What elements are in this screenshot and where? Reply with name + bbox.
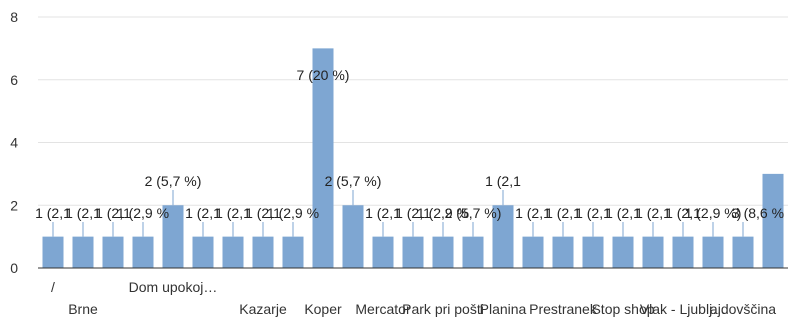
bar [402,236,424,268]
x-tick-label: Mercator [355,301,411,317]
data-label: 2 (5,7 %) [325,173,382,189]
bar [372,236,394,268]
data-label: 1 (2,1 [545,205,581,221]
bar [282,236,304,268]
x-tick-label: Vlak - Ljublj… [640,301,726,317]
y-tick-label: 8 [10,9,18,25]
data-label: 3 (8,6 % [732,205,784,221]
data-label: 1 (2,1 [515,205,551,221]
bar [522,236,544,268]
x-tick-label: / [51,279,55,295]
bar [582,236,604,268]
x-tick-label: Park pri pošti [402,301,484,317]
bar [672,236,694,268]
bar [312,48,334,268]
bar [42,236,64,268]
data-label: 1 (2,1 [65,205,101,221]
data-label: 1 (2,1 [215,205,251,221]
axis-layer: 0 2 4 6 8 / Brne Dom upokoj… Kazarje Koper Mercato… [10,9,788,317]
data-label: 2 (5,7 %) [145,173,202,189]
data-label: 1 (2,9 % [417,205,469,221]
bar [762,173,784,268]
data-label: 1 (2,9 % [117,205,169,221]
bar [732,236,754,268]
bar [612,236,634,268]
data-label: 2 (5,7 %) [445,205,502,221]
x-tick-label: ajdovščina [710,301,776,317]
x-tick-label: Planina [480,301,527,317]
data-label: 1 (2,9 %) [685,205,742,221]
bar [132,236,154,268]
bar [432,236,454,268]
x-tick-label: Dom upokoj… [129,279,218,295]
bar [252,236,274,268]
data-label: 1 (2,1 [665,205,701,221]
x-tick-label: Kazarje [239,301,287,317]
bar [462,236,484,268]
data-label: 1 (2,1 [635,205,671,221]
x-tick-label: Prestranek [529,301,598,317]
data-label: 1 (2,1 [95,205,131,221]
data-label: 1 (2,1 [395,205,431,221]
bar [192,236,214,268]
bar [552,236,574,268]
data-label: 1 (2,1 [245,205,281,221]
data-label: 1 (2,1 [35,205,71,221]
bar [492,205,514,268]
bar [102,236,124,268]
data-label: 1 (2,1 [485,173,521,189]
bars-layer [42,48,784,268]
bar [162,205,184,268]
x-tick-label: Koper [304,301,342,317]
y-tick-label: 2 [10,197,18,213]
x-tick-label: Brne [68,301,98,317]
data-label: 1 (2,1 [575,205,611,221]
y-tick-label: 6 [10,72,18,88]
bar [342,205,364,268]
bar [222,236,244,268]
bar [72,236,94,268]
data-labels-layer: 1 (2,11 (2,11 (2,11 (2,9 %2 (5,7 %)1 (2,… [35,67,784,237]
data-label: 1 (2,1 [365,205,401,221]
y-tick-label: 4 [10,135,18,151]
y-tick-label: 0 [10,260,18,276]
data-label: 1 (2,1 [605,205,641,221]
data-label: 7 (20 %) [297,67,350,83]
bar [702,236,724,268]
data-label: 1 (2,9 % [267,205,319,221]
x-tick-label: Stop shop [591,301,654,317]
grid-layer [38,16,788,206]
bar [642,236,664,268]
data-label: 1 (2,1 [185,205,221,221]
